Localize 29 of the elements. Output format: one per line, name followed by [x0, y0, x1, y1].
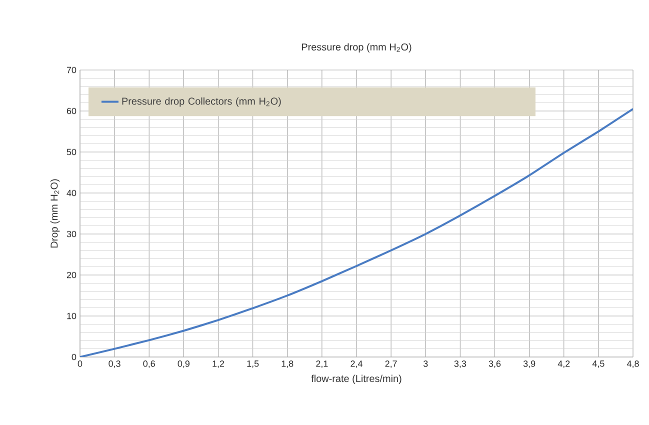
x-tick-label: 0,3 [108, 360, 120, 368]
x-tick-label: 3,3 [454, 360, 466, 368]
x-tick-label: 1,8 [282, 360, 294, 368]
x-tick-label: 4,8 [626, 360, 639, 368]
y-tick-label: 30 [66, 230, 76, 238]
x-tick-label: 4,2 [558, 360, 570, 368]
x-tick-label: 1,2 [212, 360, 224, 368]
x-tick-label: 4,5 [592, 360, 604, 368]
y-axis-title: Drop (mm H$_{2}$O) [50, 179, 60, 248]
x-tick-label: 0 [78, 360, 82, 367]
y-tick-label: 10 [67, 312, 76, 320]
legend-label: Pressure drop Collectors (mm H$_{2}$O) [122, 97, 281, 107]
chart-title: Pressure drop (mm H$_{2}$O) [302, 43, 412, 52]
y-tick-label: 70 [66, 66, 76, 74]
x-tick-label: 2,4 [350, 360, 362, 368]
y-tick-label: 0 [72, 354, 76, 360]
x-tick-label: 2,7 [385, 360, 397, 368]
y-tick-label: 60 [66, 108, 76, 114]
x-tick-label: 3,6 [488, 360, 501, 368]
x-tick-label: 3 [423, 360, 428, 367]
x-tick-label: 2,1 [316, 360, 328, 368]
y-tick-label: 40 [66, 190, 76, 196]
x-tick-label: 1,5 [247, 360, 259, 368]
x-tick-label: 0,9 [178, 360, 190, 368]
x-tick-label: 3,9 [523, 360, 536, 368]
y-tick-label: 50 [66, 148, 76, 156]
y-tick-label: 20 [66, 272, 76, 278]
x-axis-title: flow-rate (Litres/min) [311, 374, 402, 384]
x-tick-label: 0,6 [143, 360, 155, 368]
